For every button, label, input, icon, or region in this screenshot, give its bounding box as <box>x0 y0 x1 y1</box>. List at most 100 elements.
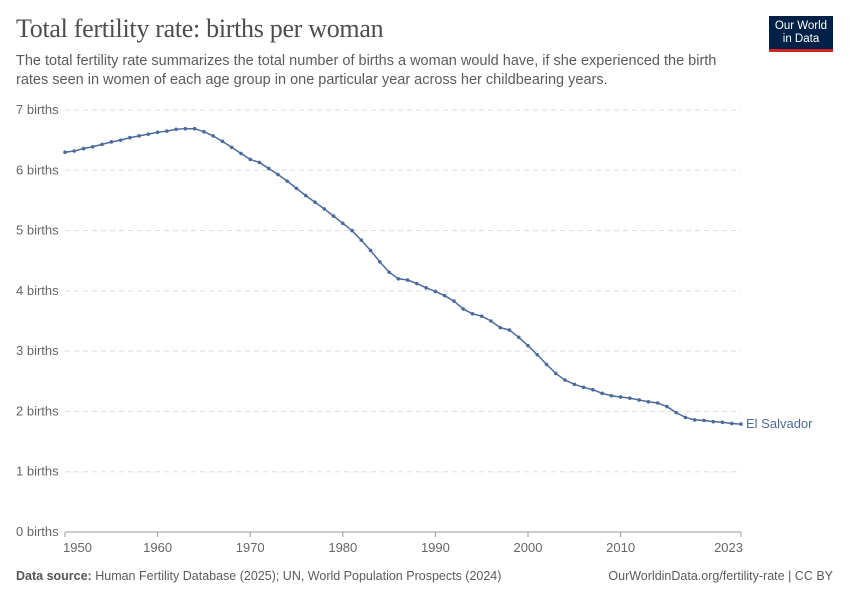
x-tick-label: 1950 <box>63 540 92 555</box>
data-point <box>146 132 151 136</box>
data-point <box>683 415 688 420</box>
data-point <box>702 418 706 423</box>
data-point <box>516 335 521 340</box>
y-tick-label: 2 births <box>16 403 59 418</box>
data-point <box>665 404 669 409</box>
source-text: Human Fertility Database (2025); UN, Wor… <box>95 569 502 583</box>
data-point <box>359 238 364 243</box>
data-point <box>72 149 77 153</box>
data-point <box>368 248 373 253</box>
data-point <box>183 126 188 131</box>
data-point <box>526 343 530 348</box>
x-tick-label: 1960 <box>143 540 172 555</box>
data-point <box>90 144 95 149</box>
data-point <box>81 146 86 151</box>
data-point <box>424 286 428 290</box>
data-point <box>628 396 632 400</box>
data-point <box>202 129 206 134</box>
data-point <box>378 260 382 264</box>
data-point <box>192 126 197 131</box>
y-tick-label: 4 births <box>16 283 59 298</box>
data-point <box>433 289 438 294</box>
data-point <box>581 385 586 390</box>
data-point <box>257 160 262 165</box>
x-tick-label: 2023 <box>714 540 743 555</box>
data-point <box>405 278 410 282</box>
data-point <box>739 422 743 426</box>
series-line <box>64 127 742 425</box>
data-point <box>285 179 290 183</box>
data-point <box>266 166 271 171</box>
data-point <box>729 421 734 426</box>
data-point <box>692 418 697 422</box>
series-label: El Salvador <box>746 416 813 431</box>
data-point <box>479 314 484 318</box>
data-point <box>572 382 577 387</box>
data-point <box>618 395 623 399</box>
data-point <box>313 200 317 205</box>
data-point <box>591 387 595 392</box>
data-point <box>507 328 512 332</box>
data-point <box>322 207 327 211</box>
y-tick-label: 3 births <box>16 343 59 358</box>
data-point <box>350 228 354 233</box>
data-point <box>276 172 280 177</box>
y-tick-label: 5 births <box>16 223 59 238</box>
data-point <box>128 135 132 140</box>
y-tick-label: 0 births <box>16 524 59 539</box>
source-url[interactable]: OurWorldinData.org/fertility-rate | CC B… <box>608 569 833 583</box>
y-tick-label: 7 births <box>16 102 59 117</box>
x-tick-label: 1970 <box>236 540 265 555</box>
source-label: Data source: <box>16 569 92 583</box>
data-point <box>461 307 465 311</box>
data-point <box>294 186 299 191</box>
data-point <box>396 277 401 281</box>
data-point <box>637 398 641 402</box>
data-point <box>544 362 549 367</box>
data-point <box>341 221 345 226</box>
chart-title: Total fertility rate: births per woman <box>16 14 384 43</box>
data-point <box>452 299 456 303</box>
x-tick-label: 1980 <box>328 540 357 555</box>
data-point <box>248 157 253 162</box>
x-tick-label: 2000 <box>514 540 543 555</box>
y-tick-label: 6 births <box>16 162 59 177</box>
data-point <box>489 319 493 323</box>
data-point <box>646 399 651 404</box>
data-point <box>63 150 67 154</box>
data-point <box>415 281 419 286</box>
x-tick-label: 1990 <box>421 540 450 555</box>
data-point <box>118 138 123 142</box>
data-point <box>331 214 336 218</box>
data-point <box>711 419 716 424</box>
data-point <box>498 325 503 330</box>
data-point <box>239 151 243 156</box>
data-point <box>211 134 215 138</box>
data-point <box>229 145 234 150</box>
data-point <box>155 130 160 135</box>
data-point <box>137 134 141 138</box>
owid-logo[interactable]: Our World in Data <box>769 16 833 52</box>
data-point <box>674 410 678 415</box>
data-source: Data source: Human Fertility Database (2… <box>16 569 501 583</box>
data-point <box>109 140 114 144</box>
data-point <box>303 193 308 198</box>
data-point <box>655 401 660 405</box>
data-point <box>609 393 614 398</box>
data-point <box>174 127 178 132</box>
data-point <box>535 352 540 357</box>
data-point <box>387 270 391 274</box>
y-tick-label: 1 births <box>16 464 59 479</box>
chart-subtitle: The total fertility rate summarizes the … <box>16 53 717 88</box>
data-point <box>100 142 104 147</box>
data-point <box>165 129 169 133</box>
data-point <box>442 293 447 298</box>
data-point <box>553 371 558 376</box>
x-tick-label: 2010 <box>606 540 635 555</box>
data-point <box>720 420 725 425</box>
data-point <box>563 378 567 382</box>
data-point <box>220 139 225 144</box>
data-point <box>470 311 475 316</box>
data-point <box>600 391 604 396</box>
